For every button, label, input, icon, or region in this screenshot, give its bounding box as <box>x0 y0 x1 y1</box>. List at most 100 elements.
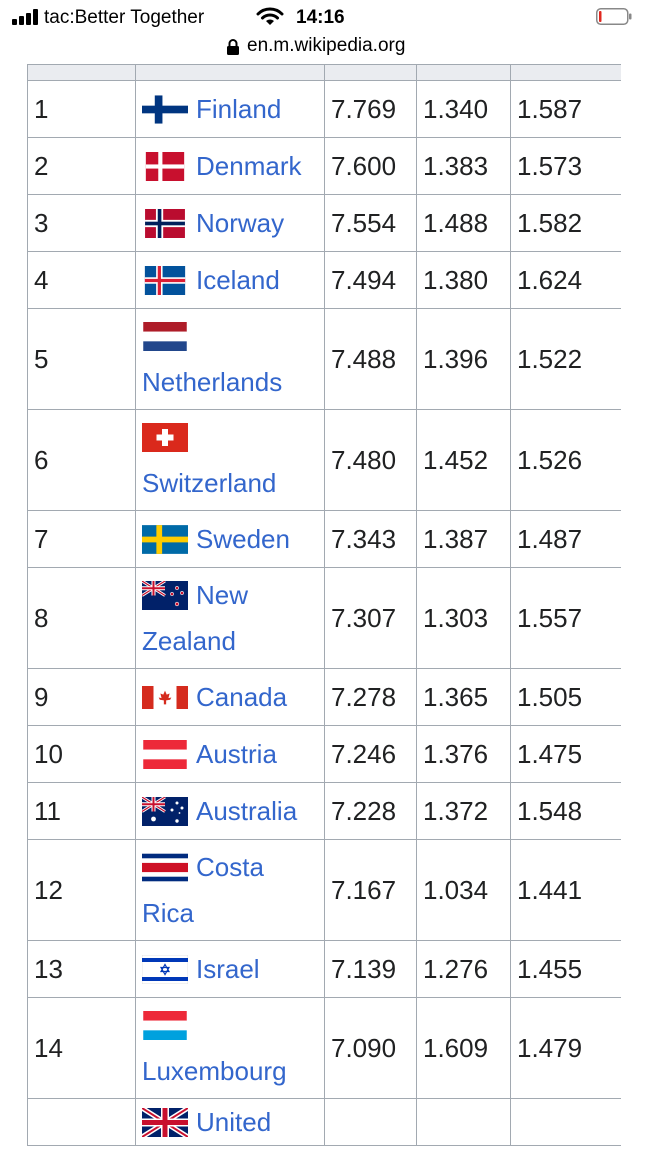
table-row: 9 Canada 7.278 1.365 1.505 <box>27 668 621 726</box>
score-cell: 7.228 <box>324 782 417 840</box>
country-cell[interactable]: Israel <box>135 940 325 998</box>
cellular-signal-icon <box>12 9 40 25</box>
rank-cell: 11 <box>27 782 136 840</box>
table-row: 8 New Zealand 7.307 1.303 1.557 <box>27 567 621 669</box>
country-cell[interactable]: Austria <box>135 725 325 783</box>
canada-flag-icon <box>142 683 188 712</box>
country-link[interactable]: Luxembourg <box>142 1056 287 1086</box>
gdp-cell: 1.380 <box>416 251 511 309</box>
country-cell[interactable]: Iceland <box>135 251 325 309</box>
rank-cell: 9 <box>27 668 136 726</box>
score-cell: 7.246 <box>324 725 417 783</box>
social-support-cell: 1.522 <box>510 308 621 410</box>
score-cell: 7.278 <box>324 668 417 726</box>
country-cell[interactable]: United <box>135 1098 325 1146</box>
gdp-cell: 1.372 <box>416 782 511 840</box>
gdp-cell: 1.396 <box>416 308 511 410</box>
battery-icon <box>596 8 632 25</box>
israel-flag-icon <box>142 954 188 984</box>
country-link[interactable]: Israel <box>196 954 260 984</box>
status-bar: tac:Better Together 14:16 <box>0 0 648 34</box>
address-bar[interactable]: en.m.wikipedia.org <box>0 34 648 64</box>
gdp-cell: 1.340 <box>416 80 511 138</box>
country-link[interactable]: Switzerland <box>142 468 277 498</box>
score-cell: 7.554 <box>324 194 417 252</box>
country-link[interactable]: Costa Rica <box>142 852 264 928</box>
gdp-cell: 1.609 <box>416 997 511 1099</box>
country-link[interactable]: Sweden <box>196 524 290 554</box>
rank-cell: 8 <box>27 567 136 669</box>
country-cell[interactable]: Finland <box>135 80 325 138</box>
url-text[interactable]: en.m.wikipedia.org <box>247 35 406 56</box>
new-zealand-flag-icon <box>142 580 188 610</box>
gdp-cell: 1.303 <box>416 567 511 669</box>
social-support-cell: 1.582 <box>510 194 621 252</box>
rank-cell: 2 <box>27 137 136 195</box>
country-link[interactable]: Netherlands <box>142 367 283 397</box>
country-link[interactable]: New Zealand <box>142 580 249 656</box>
netherlands-flag-icon <box>142 321 188 351</box>
social-support-cell: 1.441 <box>510 839 621 941</box>
rank-cell: 10 <box>27 725 136 783</box>
country-cell[interactable]: Norway <box>135 194 325 252</box>
sweden-flag-icon <box>142 524 188 554</box>
score-cell: 7.494 <box>324 251 417 309</box>
country-cell[interactable]: Switzerland <box>135 409 325 511</box>
social-support-cell: 1.557 <box>510 567 621 669</box>
score-cell: 7.600 <box>324 137 417 195</box>
australia-flag-icon <box>142 796 188 826</box>
table-row: 7 Sweden 7.343 1.387 1.487 <box>27 510 621 568</box>
country-cell[interactable]: New Zealand <box>135 567 325 669</box>
country-link[interactable]: Norway <box>196 208 285 238</box>
country-cell[interactable]: Sweden <box>135 510 325 568</box>
country-link[interactable]: Denmark <box>196 151 302 181</box>
social-support-cell: 1.475 <box>510 725 621 783</box>
country-cell[interactable]: Canada <box>135 668 325 726</box>
table-row: 3 Norway 7.554 1.488 1.582 <box>27 194 621 252</box>
social-support-cell: 1.573 <box>510 137 621 195</box>
gdp-cell: 1.488 <box>416 194 511 252</box>
rank-cell: 6 <box>27 409 136 511</box>
score-cell: 7.488 <box>324 308 417 410</box>
iceland-flag-icon <box>142 265 188 295</box>
social-support-cell: 1.526 <box>510 409 621 511</box>
country-link[interactable]: Austria <box>196 739 277 769</box>
country-cell[interactable]: Costa Rica <box>135 839 325 941</box>
gdp-cell: 1.376 <box>416 725 511 783</box>
social-support-cell: 1.548 <box>510 782 621 840</box>
norway-flag-icon <box>142 208 188 238</box>
country-cell[interactable]: Netherlands <box>135 308 325 410</box>
score-cell: 7.167 <box>324 839 417 941</box>
gdp-cell: 1.276 <box>416 940 511 998</box>
country-cell[interactable]: Luxembourg <box>135 997 325 1099</box>
table-row: 14 Luxembourg 7.090 1.609 1.479 <box>27 997 621 1099</box>
score-cell: 7.480 <box>324 409 417 511</box>
rank-cell: 4 <box>27 251 136 309</box>
rank-cell: 12 <box>27 839 136 941</box>
country-cell[interactable]: Denmark <box>135 137 325 195</box>
table-row: 12 Costa Rica 7.167 1.034 1.441 <box>27 839 621 941</box>
table-row: 5 Netherlands 7.488 1.396 1.522 <box>27 308 621 410</box>
table-row: United <box>27 1098 621 1146</box>
table-row: 11 Australia 7.228 1.372 1.548 <box>27 782 621 840</box>
united-kingdom-flag-icon <box>142 1107 188 1137</box>
gdp-cell: 1.387 <box>416 510 511 568</box>
table-row: 4 Iceland 7.494 1.380 1.624 <box>27 251 621 309</box>
rank-cell <box>27 1098 136 1146</box>
social-support-cell: 1.487 <box>510 510 621 568</box>
country-link[interactable]: Australia <box>196 796 298 826</box>
country-cell[interactable]: Australia <box>135 782 325 840</box>
gdp-cell: 1.365 <box>416 668 511 726</box>
country-link[interactable]: Finland <box>196 94 282 124</box>
country-link[interactable]: Canada <box>196 682 288 712</box>
costa-rica-flag-icon <box>142 853 188 882</box>
gdp-cell: 1.452 <box>416 409 511 511</box>
country-link[interactable]: United <box>196 1107 272 1137</box>
finland-flag-icon <box>142 95 188 124</box>
rank-cell: 5 <box>27 308 136 410</box>
lock-icon <box>226 38 240 56</box>
social-support-cell: 1.479 <box>510 997 621 1099</box>
gdp-cell: 1.383 <box>416 137 511 195</box>
country-link[interactable]: Iceland <box>196 265 280 295</box>
rank-cell: 13 <box>27 940 136 998</box>
